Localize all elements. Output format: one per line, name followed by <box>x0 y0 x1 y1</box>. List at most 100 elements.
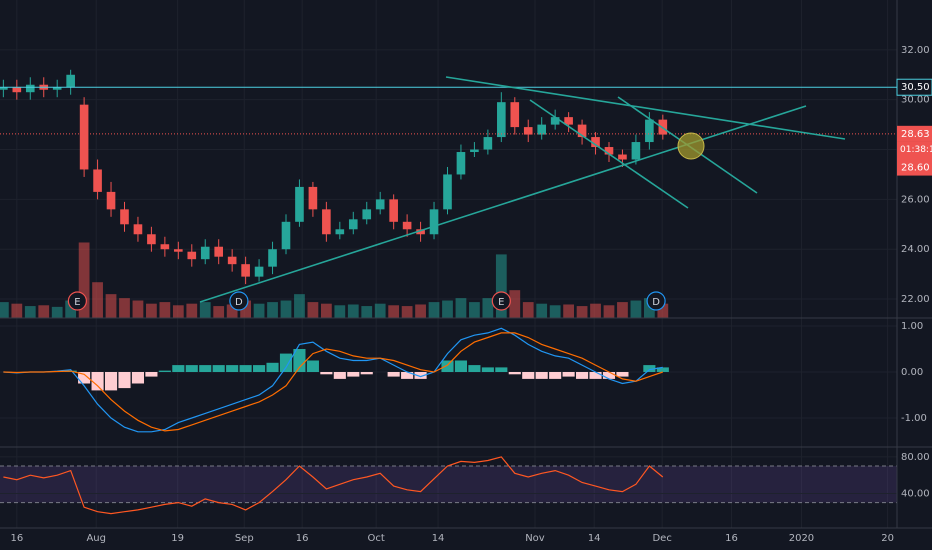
x-tick-label: 16 <box>296 533 309 544</box>
histogram-bar <box>643 365 656 372</box>
candle-body <box>227 256 237 265</box>
candle-body <box>174 249 183 252</box>
volume-bar <box>65 300 77 318</box>
histogram-bar <box>199 365 212 372</box>
volume-bar <box>92 282 103 318</box>
event-label: E <box>74 297 80 308</box>
candle-body <box>550 117 560 125</box>
candle-body <box>106 191 116 210</box>
candle-body <box>25 84 35 93</box>
histogram-bar <box>401 371 414 379</box>
candle-body <box>133 224 143 235</box>
volume-bar <box>643 298 655 318</box>
y-tick-label: 0.00 <box>901 367 923 378</box>
candle-body <box>0 87 8 90</box>
y-tick-label: 40.00 <box>901 488 930 499</box>
event-label: D <box>235 297 243 308</box>
histogram-bar <box>495 367 508 372</box>
candle-body <box>254 266 264 277</box>
candle-body <box>66 74 75 88</box>
marks <box>0 69 897 515</box>
event-label: D <box>652 297 660 308</box>
volume-bar <box>617 302 628 318</box>
grid <box>0 0 897 528</box>
volume-bar <box>401 306 413 318</box>
y-tick-label: 1.00 <box>901 321 923 332</box>
indicator-line <box>3 327 663 433</box>
x-tick-label: 2020 <box>789 533 814 544</box>
histogram-bar <box>522 371 535 379</box>
x-tick-label: Sep <box>235 533 254 544</box>
rsi-band <box>0 466 897 503</box>
trend-line <box>445 76 846 140</box>
y-tick-label: 30.00 <box>901 95 930 106</box>
histogram-bar <box>656 367 669 372</box>
histogram-bar <box>562 371 575 377</box>
candle-body <box>362 209 372 220</box>
candle-body <box>631 142 641 160</box>
price-label: 28.63 <box>901 129 930 140</box>
volume-bar <box>361 306 373 318</box>
histogram-bar <box>78 371 91 384</box>
volume-bar <box>657 303 669 318</box>
histogram-bar <box>589 371 602 379</box>
candle-body <box>389 199 398 222</box>
volume-bar <box>347 304 359 318</box>
candle-body <box>577 124 587 138</box>
candle-body <box>281 221 291 250</box>
histogram-bar <box>185 365 198 372</box>
volume-bar <box>280 300 292 318</box>
volume-bar <box>119 298 130 318</box>
histogram-bar <box>104 371 118 391</box>
histogram-bar <box>145 371 158 377</box>
volume-bar <box>442 300 453 318</box>
candle-body <box>537 124 547 135</box>
candle-body <box>268 249 277 267</box>
histogram-bar <box>158 370 171 372</box>
y-tick-label: 22.00 <box>901 294 930 305</box>
countdown: 01:38:10 <box>900 145 932 155</box>
volume-bar <box>213 306 225 318</box>
trend-line <box>199 105 807 303</box>
candle-body <box>402 221 412 230</box>
histogram-bar <box>481 367 494 372</box>
event-marker <box>491 291 511 311</box>
x-tick-label: 19 <box>171 533 184 544</box>
candle-body <box>645 119 654 143</box>
volume-bar <box>549 305 561 318</box>
histogram-bar <box>212 365 225 372</box>
histogram-bar <box>226 365 239 372</box>
volume-bar <box>38 305 50 318</box>
x-tick-label: 16 <box>10 533 23 544</box>
drawings <box>199 76 846 303</box>
y-tick-label: 32.00 <box>901 45 930 56</box>
volume-bar <box>307 302 319 318</box>
histogram-bar <box>172 365 185 372</box>
histogram-bar <box>266 362 279 372</box>
candle-body <box>79 104 89 170</box>
event-marker <box>67 291 87 311</box>
histogram-bar <box>508 371 521 375</box>
volume-bar <box>469 302 480 318</box>
candle-body <box>497 102 506 138</box>
volume-bar <box>146 303 157 318</box>
candle-body <box>214 246 224 257</box>
candle-body <box>160 244 170 250</box>
candle-body <box>12 87 22 93</box>
y-tick-label: 26.00 <box>901 194 930 205</box>
histogram-bar <box>131 371 145 384</box>
volume-bar <box>24 306 36 318</box>
event-marker <box>229 291 249 311</box>
volume-bar <box>172 305 184 318</box>
y-tick-label: 24.00 <box>901 244 930 255</box>
x-tick-label: 14 <box>588 533 601 544</box>
candle-body <box>564 117 573 125</box>
candle-body <box>591 137 600 148</box>
volume-bar <box>240 300 251 318</box>
price-label-box <box>896 78 932 96</box>
histogram-bar <box>118 371 131 389</box>
histogram-bar <box>347 371 360 377</box>
volume-bar <box>11 303 23 318</box>
indicator-line <box>3 456 664 515</box>
